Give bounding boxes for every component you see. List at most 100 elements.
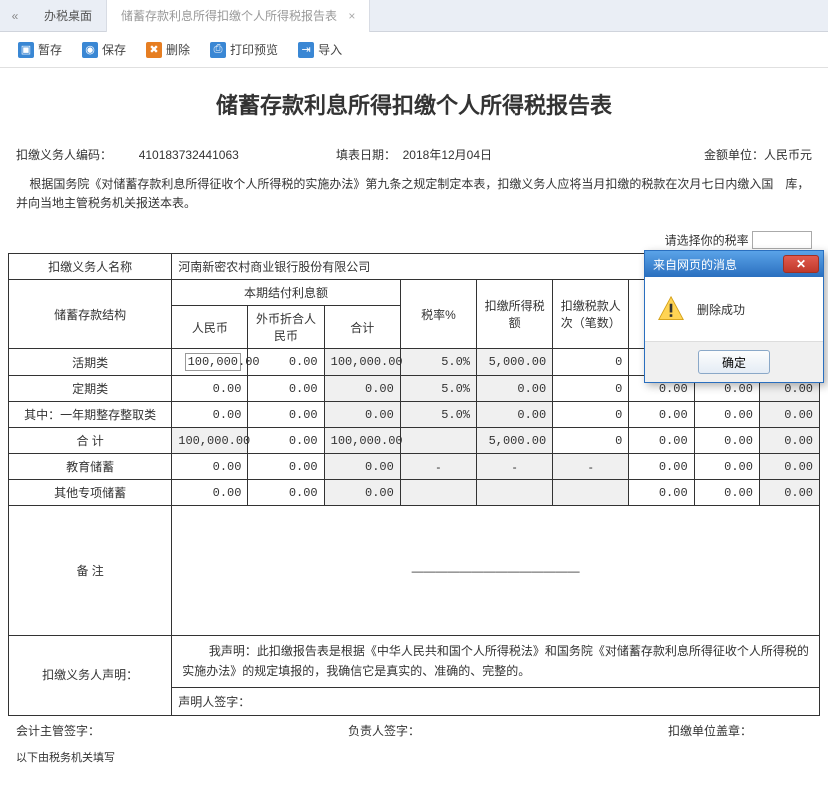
- signer-label: 声明人签字：: [172, 687, 820, 715]
- table-cell: 教育储蓄: [9, 454, 172, 480]
- table-cell: 活期类: [9, 349, 172, 376]
- table-cell: 0.00: [629, 402, 694, 428]
- print-label: 打印预览: [230, 41, 278, 58]
- th-rmb: 人民币: [172, 306, 248, 349]
- table-cell: 0: [553, 428, 629, 454]
- tab-close-icon[interactable]: ×: [348, 9, 355, 23]
- table-cell: 0.00: [694, 454, 759, 480]
- tab-bar: « 办税桌面 储蓄存款利息所得扣缴个人所得税报告表 ×: [0, 0, 828, 32]
- table-cell: 100,000.00: [172, 428, 248, 454]
- th-subtotal: 合计: [324, 306, 400, 349]
- table-cell: [400, 480, 476, 506]
- table-cell: 其中：一年期整存整取类: [9, 402, 172, 428]
- table-cell: 0.00: [629, 480, 694, 506]
- table-cell: 0: [553, 402, 629, 428]
- table-cell: 0.00: [248, 480, 324, 506]
- tab-report-label: 储蓄存款利息所得扣缴个人所得税报告表: [121, 9, 337, 23]
- save-label: 保存: [102, 41, 126, 58]
- table-cell: 0.00: [759, 454, 819, 480]
- table-cell: 0.00: [477, 402, 553, 428]
- dialog-close-button[interactable]: ✕: [783, 255, 819, 273]
- bottom-note: 以下由税务机关填写: [8, 745, 820, 769]
- delete-label: 删除: [166, 41, 190, 58]
- table-cell: -: [553, 454, 629, 480]
- unit-label: 金额单位：人民币元: [704, 148, 812, 162]
- table-cell: 100,000.00: [324, 349, 400, 376]
- table-row: 合 计100,000.000.00100,000.005,000.0000.00…: [9, 428, 820, 454]
- table-cell: 0.00: [629, 454, 694, 480]
- table-cell: 0.00: [324, 454, 400, 480]
- import-icon: ⇥: [298, 42, 314, 58]
- rate-select-label: 请选择你的税率: [665, 234, 749, 248]
- th-obligor: 扣缴义务人名称: [9, 254, 172, 280]
- table-cell: 100,000.00: [172, 349, 248, 376]
- table-cell: [400, 428, 476, 454]
- delete-button[interactable]: ✖删除: [138, 37, 198, 62]
- table-row: 其中：一年期整存整取类0.000.000.005.0%0.0000.000.00…: [9, 402, 820, 428]
- rate-select-input[interactable]: [752, 231, 812, 249]
- accountant-sign: 会计主管签字：: [16, 722, 261, 739]
- footer-row: 会计主管签字： 负责人签字： 扣缴单位盖章：: [8, 716, 820, 745]
- info-row: 扣缴义务人编码： 410183732441063 填表日期： 2018年12月0…: [8, 140, 820, 169]
- import-button[interactable]: ⇥导入: [290, 37, 350, 62]
- print-button[interactable]: ⎙打印预览: [202, 37, 286, 62]
- declaration-label: 扣缴义务人声明：: [9, 636, 172, 715]
- th-foreign: 外币折合人民币: [248, 306, 324, 349]
- th-interest-group: 本期结付利息额: [172, 280, 401, 306]
- table-cell: 定期类: [9, 376, 172, 402]
- table-cell: 合 计: [9, 428, 172, 454]
- code-label: 扣缴义务人编码：: [16, 148, 112, 162]
- table-cell: 0.00: [172, 480, 248, 506]
- pause-label: 暂存: [38, 41, 62, 58]
- table-row: 教育储蓄0.000.000.00---0.000.000.00: [9, 454, 820, 480]
- table-cell: 5,000.00: [477, 428, 553, 454]
- table-cell: 其他专项储蓄: [9, 480, 172, 506]
- remark-label: 备 注: [9, 506, 172, 636]
- table-cell: 0.00: [629, 428, 694, 454]
- table-cell: 0: [553, 349, 629, 376]
- table-cell: -: [400, 454, 476, 480]
- table-cell: 0.00: [248, 454, 324, 480]
- declaration-inner: 我声明：此扣缴报告表是根据《中华人民共和国个人所得税法》和国务院《对储蓄存款利息…: [182, 644, 809, 677]
- tab-report[interactable]: 储蓄存款利息所得扣缴个人所得税报告表 ×: [107, 0, 370, 32]
- description: 根据国务院《对储蓄存款利息所得征收个人所得税的实施办法》第九条之规定制定本表，扣…: [8, 169, 820, 227]
- dialog-message: 删除成功: [697, 301, 745, 318]
- table-cell: [477, 480, 553, 506]
- table-cell: 5.0%: [400, 349, 476, 376]
- table-cell: [553, 480, 629, 506]
- table-cell: 5.0%: [400, 402, 476, 428]
- input-cell[interactable]: 100,000.00: [185, 353, 242, 371]
- tab-prev-icon[interactable]: «: [0, 1, 30, 31]
- tab-desktop[interactable]: 办税桌面: [30, 0, 107, 32]
- table-cell: 0.00: [172, 454, 248, 480]
- table-cell: 0.00: [694, 428, 759, 454]
- save-icon: ◉: [82, 42, 98, 58]
- save-button[interactable]: ◉保存: [74, 37, 134, 62]
- table-cell: 5,000.00: [477, 349, 553, 376]
- table-cell: 0.00: [324, 402, 400, 428]
- table-cell: 0.00: [477, 376, 553, 402]
- th-structure: 储蓄存款结构: [9, 280, 172, 349]
- declaration-text: 我声明：此扣缴报告表是根据《中华人民共和国个人所得税法》和国务院《对储蓄存款利息…: [172, 636, 820, 687]
- print-icon: ⎙: [210, 42, 226, 58]
- description-text: 根据国务院《对储蓄存款利息所得征收个人所得税的实施办法》第九条之规定制定本表，扣…: [16, 177, 809, 210]
- table-cell: 0.00: [248, 402, 324, 428]
- table-cell: 0.00: [759, 480, 819, 506]
- pause-button[interactable]: ▣暂存: [10, 37, 70, 62]
- warning-icon: [657, 295, 685, 323]
- table-cell: 0.00: [324, 480, 400, 506]
- table-cell: 100,000.00: [324, 428, 400, 454]
- table-cell: 5.0%: [400, 376, 476, 402]
- table-cell: 0.00: [759, 402, 819, 428]
- table-cell: 0: [553, 376, 629, 402]
- table-row: 其他专项储蓄0.000.000.000.000.000.00: [9, 480, 820, 506]
- th-count: 扣缴税款人次（笔数）: [553, 280, 629, 349]
- date-value: 2018年12月04日: [403, 148, 492, 162]
- dialog-titlebar[interactable]: 来自网页的消息 ✕: [645, 251, 823, 277]
- remark-cell: ——————————————: [172, 506, 820, 636]
- dialog-ok-button[interactable]: 确定: [698, 350, 770, 374]
- date-label: 填表日期：: [336, 148, 396, 162]
- remark-line: ——————————————: [178, 521, 813, 621]
- code-value: 410183732441063: [139, 148, 239, 162]
- table-cell: 0.00: [248, 428, 324, 454]
